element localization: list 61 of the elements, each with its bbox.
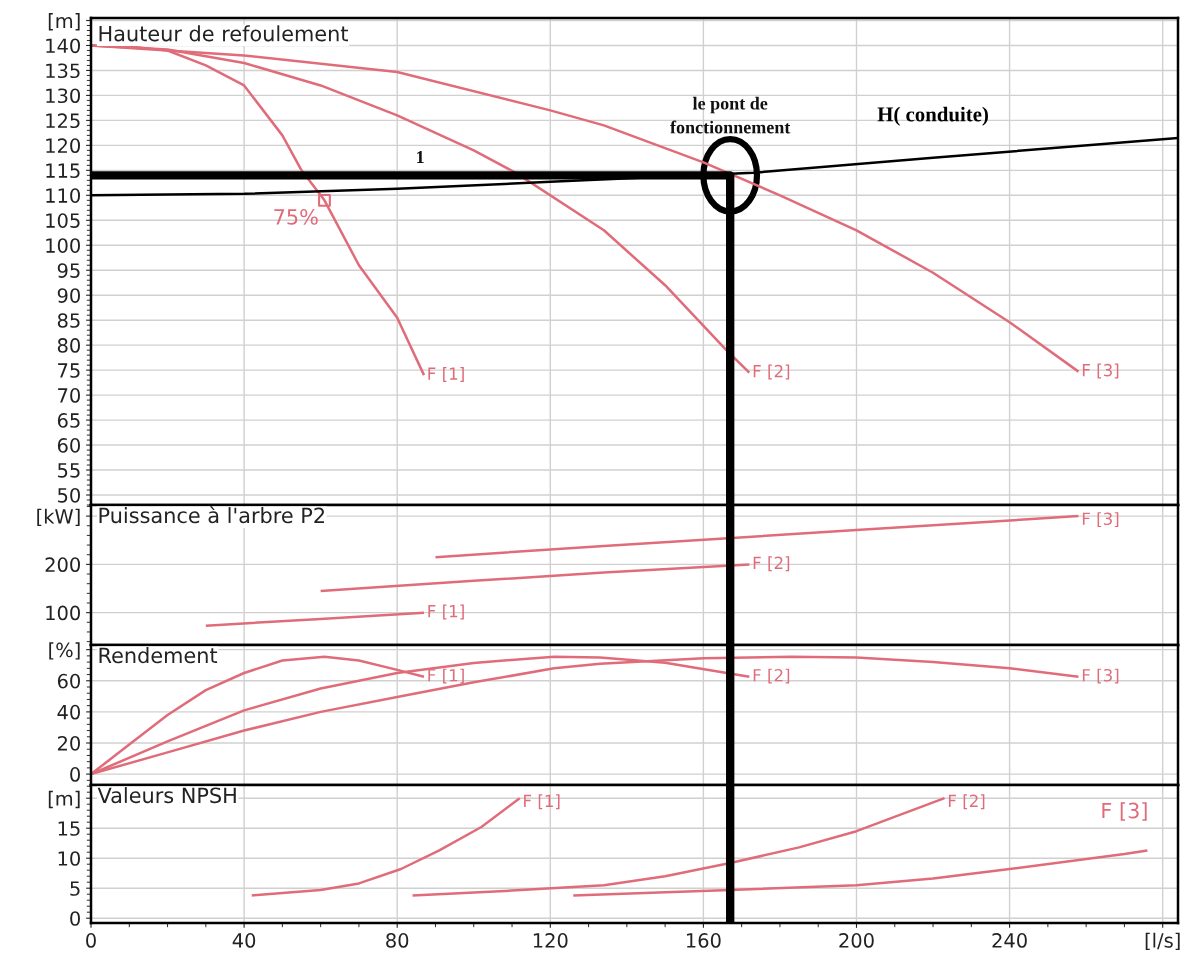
y-tick-label: 100 xyxy=(46,605,80,621)
y-tick-label: 85 xyxy=(57,313,80,328)
y-tick-label: 125 xyxy=(46,113,80,129)
x-tick-label: 240 xyxy=(992,933,1027,948)
series-label: 75% xyxy=(274,209,318,225)
series-label: F [3] xyxy=(1082,512,1119,528)
x-tick-label: [l/s] xyxy=(1145,932,1180,951)
y-tick-label: 115 xyxy=(46,163,80,179)
series-label: F [2] xyxy=(753,668,790,684)
y-tick-label: 120 xyxy=(46,138,80,154)
y-tick-label: [kW] xyxy=(37,508,80,527)
y-tick-label: 60 xyxy=(57,438,80,453)
y-tick-label: 75 xyxy=(58,363,80,378)
y-tick-label: 80 xyxy=(57,338,80,353)
y-tick-label: 50 xyxy=(58,487,80,503)
y-tick-label: 20 xyxy=(57,735,80,751)
y-tick-label: 100 xyxy=(46,238,80,253)
y-tick-label: 10 xyxy=(58,851,80,866)
y-tick-label: 95 xyxy=(57,263,80,278)
annotation: le pont de fonctionnement xyxy=(670,96,791,134)
y-tick-label: 60 xyxy=(57,673,80,689)
chart-title: Hauteur de refoulement xyxy=(99,25,348,42)
series-label: F [2] xyxy=(753,364,790,380)
series-label: F [2] xyxy=(948,794,985,810)
y-tick-label: 90 xyxy=(57,288,80,303)
y-tick-label: 5 xyxy=(70,881,80,896)
y-tick-label: [m] xyxy=(48,790,80,809)
chart-title: Puissance à l'arbre P2 xyxy=(99,506,325,524)
x-tick-label: 200 xyxy=(839,933,874,948)
series-label: F [1] xyxy=(524,794,560,810)
y-tick-label: 135 xyxy=(46,63,80,79)
x-tick-label: 0 xyxy=(86,933,96,948)
series-label: F [3] xyxy=(1082,363,1119,379)
y-tick-label: 0 xyxy=(70,911,80,926)
x-tick-label: 160 xyxy=(686,933,721,948)
chart-title: Valeurs NPSH xyxy=(97,787,236,804)
y-tick-label: 140 xyxy=(46,38,80,54)
y-tick-label: 110 xyxy=(46,188,80,203)
series-label: F [3] xyxy=(1102,802,1147,821)
annotation: 1 xyxy=(417,151,424,164)
y-tick-label: 70 xyxy=(58,388,80,403)
y-tick-label: [m] xyxy=(48,13,80,31)
series-label: F [1] xyxy=(428,668,464,684)
series-label: F [1] xyxy=(428,367,464,382)
series-label: F [1] xyxy=(428,604,464,620)
x-tick-label: 40 xyxy=(232,933,256,948)
series-label: H( conduite) xyxy=(877,106,988,126)
x-tick-label: 80 xyxy=(386,933,409,948)
y-tick-label: 0 xyxy=(70,767,80,782)
y-tick-label: 130 xyxy=(46,88,80,104)
y-tick-label: 55 xyxy=(58,463,80,478)
x-tick-label: 120 xyxy=(533,933,568,948)
y-tick-label: 200 xyxy=(45,557,80,573)
y-tick-label: 105 xyxy=(46,213,80,228)
y-tick-label: 15 xyxy=(58,821,80,836)
y-tick-label: 40 xyxy=(57,704,80,720)
series-label: F [3] xyxy=(1082,668,1119,684)
series-label: F [2] xyxy=(753,556,790,572)
y-tick-label: [%] xyxy=(49,642,80,660)
y-tick-label: 65 xyxy=(57,413,80,428)
chart-title: Rendement xyxy=(99,647,218,664)
